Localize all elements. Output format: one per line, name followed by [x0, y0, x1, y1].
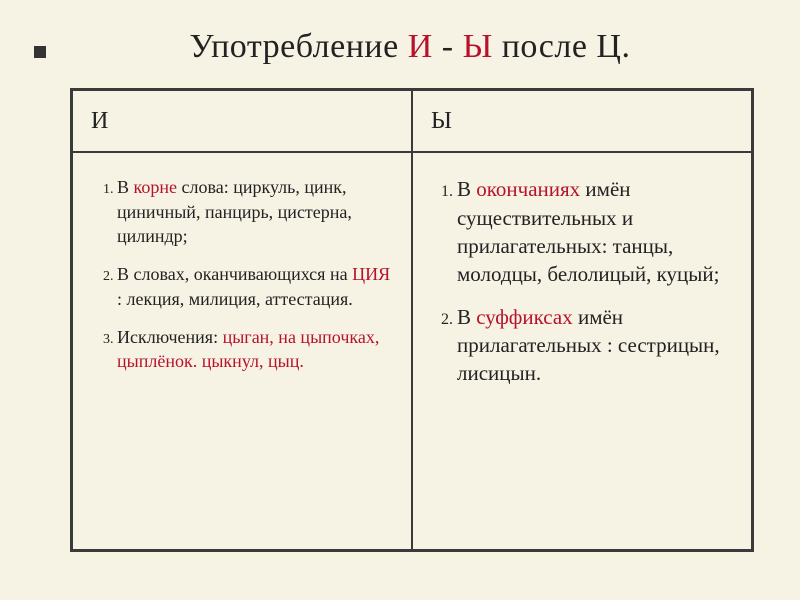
- item-pre: Исключения:: [117, 327, 223, 347]
- title-bullet-icon: [34, 46, 46, 58]
- item-pre: В: [117, 177, 134, 197]
- item-pre: В словах, оканчивающихся на: [117, 264, 352, 284]
- item-highlight: окончаниях: [476, 177, 580, 201]
- slide: Употребление И - Ы после Ц. И Ы В корне …: [0, 0, 800, 600]
- header-left-text: И: [91, 108, 108, 134]
- item-post: : лекция, милиция, аттестация.: [117, 289, 353, 309]
- list-item: В словах, оканчивающихся на ЦИЯ : лекция…: [117, 262, 397, 311]
- item-pre: В: [457, 177, 476, 201]
- item-highlight: корне: [134, 177, 177, 197]
- title-mid: -: [433, 28, 463, 65]
- title-post: после Ц.: [493, 28, 631, 65]
- list-item: Исключения: цыган, на цыпочках, цыплёнок…: [117, 325, 397, 374]
- title-pre: Употребление: [190, 28, 408, 65]
- table-cell-right: В окончаниях имён существительных и прил…: [412, 152, 752, 550]
- table-cell-left: В корне слова: циркуль, цинк, циничный, …: [72, 152, 412, 550]
- item-highlight: суффиксах: [476, 305, 572, 329]
- item-pre: В: [457, 305, 476, 329]
- table-header-right: Ы: [412, 90, 752, 152]
- table-header-left: И: [72, 90, 412, 152]
- list-item: В окончаниях имён существительных и прил…: [457, 175, 737, 288]
- title-letter-2: Ы: [463, 28, 493, 65]
- title-letter-1: И: [408, 28, 433, 65]
- item-highlight: ЦИЯ: [352, 264, 390, 284]
- rules-table: И Ы В корне слова: циркуль, цинк, циничн…: [70, 88, 754, 552]
- page-title: Употребление И - Ы после Ц.: [70, 28, 750, 66]
- left-list: В корне слова: циркуль, цинк, циничный, …: [91, 175, 397, 373]
- list-item: В суффиксах имён прилагательных : сестри…: [457, 303, 737, 388]
- header-right-text: Ы: [431, 108, 452, 134]
- list-item: В корне слова: циркуль, цинк, циничный, …: [117, 175, 397, 248]
- right-list: В окончаниях имён существительных и прил…: [431, 175, 737, 387]
